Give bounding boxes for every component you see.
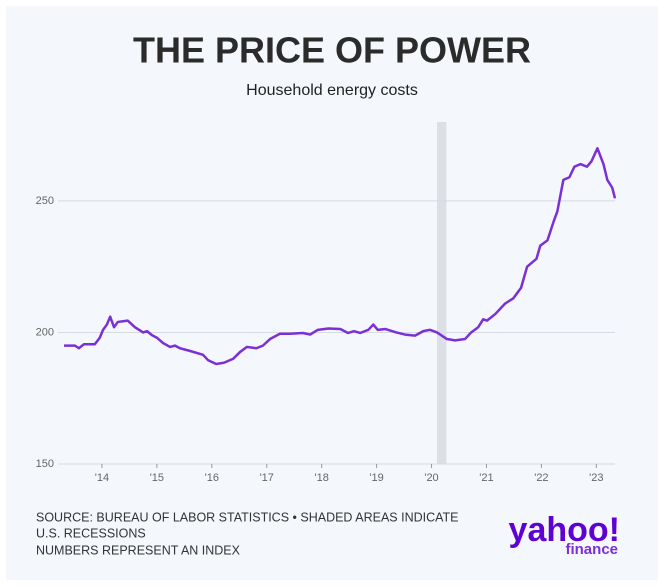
background [6,6,658,580]
y-tick-label: 250 [36,195,54,207]
y-tick-label: 200 [36,326,54,338]
data-line [64,147,617,366]
x-tick-label: '18 [314,472,328,484]
chart-title: THE PRICE OF POWER [133,30,531,71]
source-note: SOURCE: BUREAU OF LABOR STATISTICS • SHA… [36,510,459,524]
chart-subtitle: Household energy costs [246,82,418,99]
x-tick-label: '19 [369,472,383,484]
x-tick-label: '16 [205,472,219,484]
logo: yahoo! [509,511,620,549]
logo-subtext: finance [565,541,618,558]
x-tick-label: '22 [534,472,548,484]
x-tick-label: '17 [260,472,274,484]
x-tick-label: '21 [479,472,493,484]
x-tick-label: '14 [95,472,109,484]
x-tick-label: '15 [150,472,164,484]
x-tick-label: '20 [424,472,438,484]
recession-band [437,122,447,464]
source-note: NUMBERS REPRESENT AN INDEX [36,543,241,557]
y-tick-label: 150 [36,458,54,470]
x-tick-label: '23 [589,472,603,484]
source-note: U.S. RECESSIONS [36,526,146,540]
